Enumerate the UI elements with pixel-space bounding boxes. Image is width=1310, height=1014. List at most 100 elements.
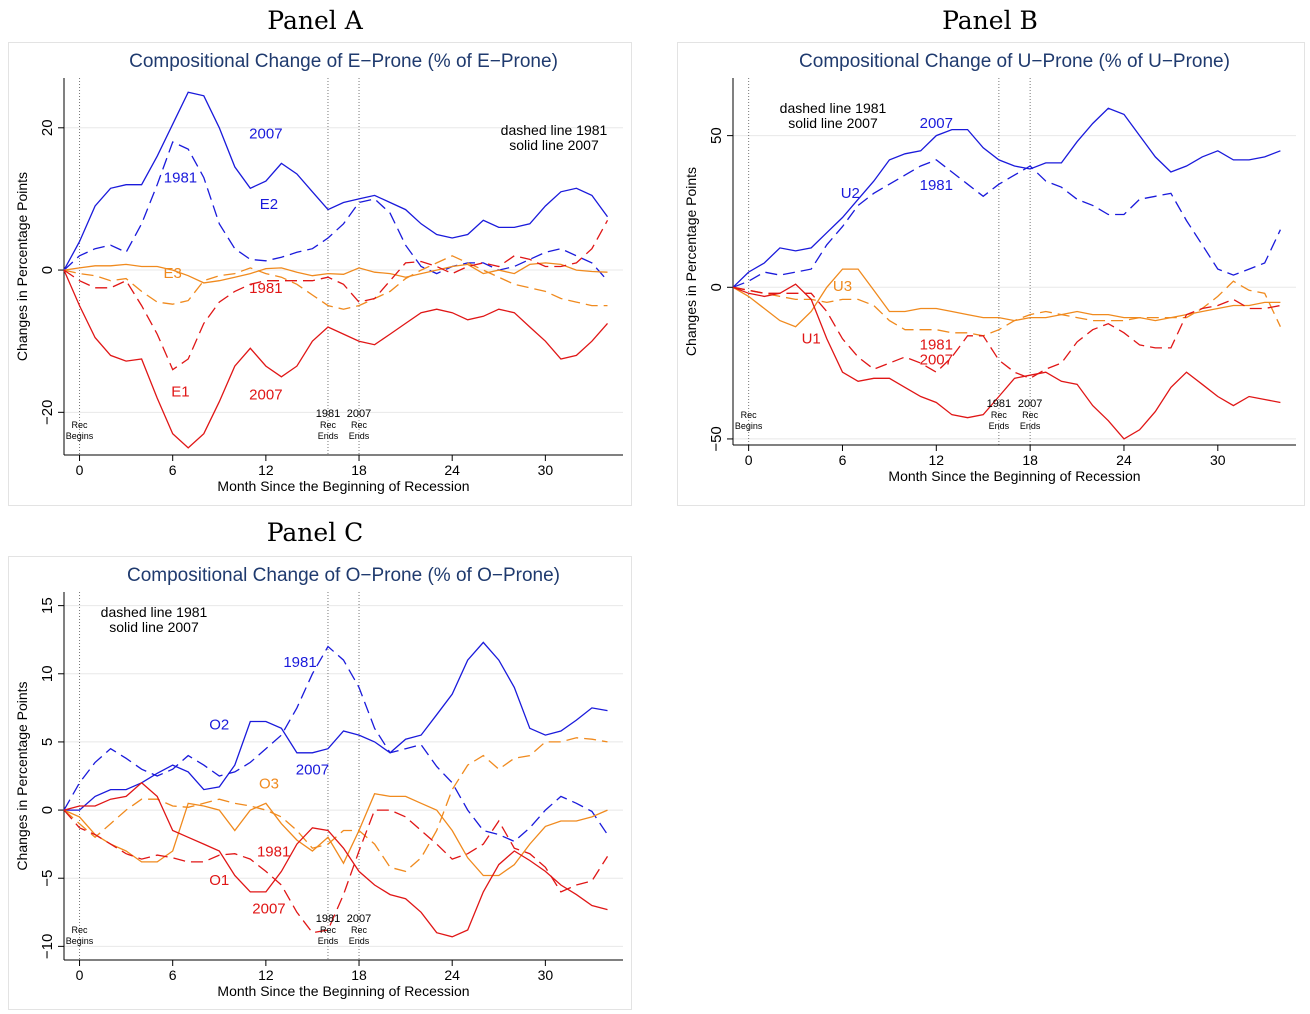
y-tick-label: 20 xyxy=(39,119,56,136)
legend-text: solid line 2007 xyxy=(788,115,878,131)
series-line-e1-1981 xyxy=(63,219,609,371)
series-line-o3-2007 xyxy=(63,792,608,877)
y-tick-label: 0 xyxy=(39,806,56,814)
recession-label: Rec xyxy=(991,410,1008,420)
series-annotation: 2007 xyxy=(249,387,282,404)
recession-label: Rec xyxy=(72,420,89,430)
recession-label: Begins xyxy=(66,936,94,946)
legend-text: solid line 2007 xyxy=(109,619,199,635)
x-tick-label: 6 xyxy=(169,967,177,983)
x-tick-label: 0 xyxy=(76,462,84,478)
recession-label: 2007 xyxy=(347,913,371,925)
chart-title: Compositional Change of E−Prone (% of E−… xyxy=(129,51,558,72)
series-line-o2-2007 xyxy=(64,641,608,811)
series-line-o3-1981 xyxy=(63,737,608,873)
series-line-u1-1981 xyxy=(732,286,1281,380)
recession-label: Rec xyxy=(741,410,758,420)
legend-text: solid line 2007 xyxy=(509,137,599,153)
y-tick-label: −20 xyxy=(39,400,56,425)
y-tick-label: −10 xyxy=(39,934,56,959)
recession-label: Ends xyxy=(318,936,339,946)
legend-text: dashed line 1981 xyxy=(780,100,887,116)
x-tick-label: 12 xyxy=(258,967,274,983)
recession-label: Ends xyxy=(989,421,1010,431)
recession-label: Begins xyxy=(735,421,763,431)
y-axis-label: Changes in Percentage Points xyxy=(14,172,30,361)
panel-c-svg: Compositional Change of O−Prone (% of O−… xyxy=(14,565,623,999)
recession-label: Rec xyxy=(351,420,368,430)
series-line-o1-2007 xyxy=(63,781,608,938)
legend-text: dashed line 1981 xyxy=(101,604,208,620)
panel-b-svg: Compositional Change of U−Prone (% of U−… xyxy=(683,51,1296,484)
x-tick-label: 18 xyxy=(351,462,367,478)
series-line-u3-2007 xyxy=(732,268,1281,328)
series-annotation: 1981 xyxy=(920,177,953,194)
chart-title: Compositional Change of O−Prone (% of O−… xyxy=(127,565,560,586)
x-tick-label: 12 xyxy=(258,462,274,478)
series-line-e2-2007 xyxy=(63,91,609,271)
panel-a-heading: Panel A xyxy=(267,6,363,35)
recession-label: Ends xyxy=(1020,421,1041,431)
recession-label: Rec xyxy=(72,925,89,935)
panel-a-svg: Compositional Change of E−Prone (% of E−… xyxy=(14,51,623,494)
y-tick-label: 15 xyxy=(39,597,56,614)
series-annotation: 1981 xyxy=(283,654,316,671)
series-line-e3-2007 xyxy=(63,262,608,284)
series-line-e2-1981 xyxy=(63,141,608,282)
series-annotation: 2007 xyxy=(920,115,953,132)
series-line-e3-1981 xyxy=(63,255,608,310)
recession-label: Ends xyxy=(318,431,339,441)
y-tick-label: 50 xyxy=(708,127,725,144)
series-line-e1-2007 xyxy=(63,269,608,449)
x-tick-label: 0 xyxy=(745,452,753,468)
series-annotation: O1 xyxy=(209,872,229,889)
series-annotation: O3 xyxy=(259,775,279,792)
series-line-u1-2007 xyxy=(732,283,1281,440)
series-annotation: O2 xyxy=(209,717,229,734)
y-axis-label: Changes in Percentage Points xyxy=(683,167,699,356)
series-line-u2-1981 xyxy=(732,159,1281,288)
chart-title: Compositional Change of U−Prone (% of U−… xyxy=(799,51,1230,72)
series-line-o2-1981 xyxy=(63,645,609,843)
y-tick-label: 0 xyxy=(39,266,56,274)
x-tick-label: 30 xyxy=(538,462,554,478)
x-tick-label: 12 xyxy=(929,452,945,468)
recession-label: Rec xyxy=(351,925,368,935)
x-tick-label: 18 xyxy=(1022,452,1038,468)
recession-label: Rec xyxy=(320,420,337,430)
y-tick-label: 5 xyxy=(39,738,56,746)
x-tick-label: 6 xyxy=(839,452,847,468)
series-annotation: 2007 xyxy=(252,901,285,918)
panel-c-chart: Compositional Change of O−Prone (% of O−… xyxy=(8,556,632,1010)
panel-a-chart: Compositional Change of E−Prone (% of E−… xyxy=(8,42,632,506)
recession-label: 1981 xyxy=(316,408,340,420)
series-annotation: U2 xyxy=(841,185,860,202)
series-annotation: 1981 xyxy=(257,843,290,860)
series-annotation: E1 xyxy=(171,384,189,401)
legend-text: dashed line 1981 xyxy=(501,122,608,138)
x-axis-label: Month Since the Beginning of Recession xyxy=(217,983,469,999)
series-annotation: 1981 xyxy=(249,280,282,297)
x-tick-label: 30 xyxy=(538,967,554,983)
x-tick-label: 6 xyxy=(169,462,177,478)
series-annotation: U3 xyxy=(833,278,852,295)
series-line-u2-2007 xyxy=(732,107,1281,288)
recession-label: Rec xyxy=(1022,410,1039,420)
x-axis-label: Month Since the Beginning of Recession xyxy=(888,468,1140,484)
recession-label: Begins xyxy=(66,431,94,441)
x-axis-label: Month Since the Beginning of Recession xyxy=(217,478,469,494)
y-axis-label: Changes in Percentage Points xyxy=(14,681,30,870)
series-annotation: E3 xyxy=(164,265,182,282)
x-tick-label: 24 xyxy=(444,462,460,478)
x-tick-label: 24 xyxy=(1116,452,1132,468)
series-annotation: U1 xyxy=(802,330,821,347)
series-line-o1-1981 xyxy=(63,809,609,934)
x-tick-label: 24 xyxy=(444,967,460,983)
recession-label: 1981 xyxy=(316,913,340,925)
recession-label: 2007 xyxy=(1018,398,1042,410)
panel-b-chart: Compositional Change of U−Prone (% of U−… xyxy=(677,42,1305,506)
series-annotation: 1981 xyxy=(164,170,197,187)
series-annotation: 1981 xyxy=(920,336,953,353)
y-tick-label: 0 xyxy=(708,283,725,291)
series-annotation: E2 xyxy=(260,196,278,213)
